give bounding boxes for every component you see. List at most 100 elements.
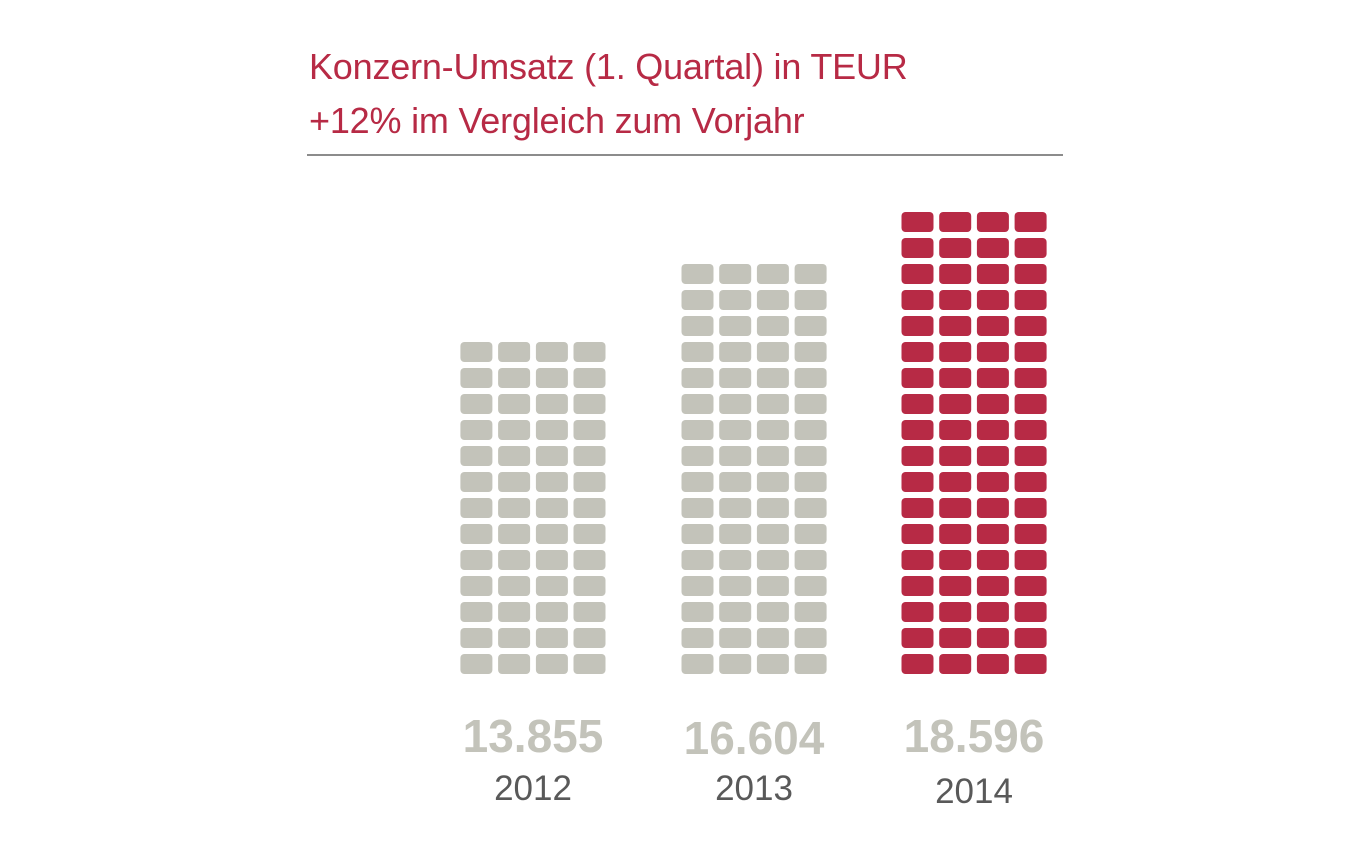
bar-brick xyxy=(939,628,972,648)
bar-brick xyxy=(1014,524,1047,544)
bar-brick xyxy=(535,394,568,414)
bar-2012 xyxy=(460,342,606,674)
bar-brick xyxy=(719,498,752,518)
bar-brick xyxy=(794,576,827,596)
bar-brick xyxy=(460,368,493,388)
bar-brick xyxy=(681,446,714,466)
bar-brick xyxy=(794,342,827,362)
bar-brick xyxy=(756,628,789,648)
bar-brick xyxy=(794,524,827,544)
bar-brick xyxy=(681,576,714,596)
bar-brick xyxy=(901,238,934,258)
bar-brick xyxy=(1014,654,1047,674)
bar-brick xyxy=(719,628,752,648)
bar-2013 xyxy=(681,264,827,674)
bar-brick xyxy=(976,238,1009,258)
bar-brick xyxy=(756,394,789,414)
bar-brick xyxy=(498,654,531,674)
bar-brick xyxy=(460,342,493,362)
bar-2014 xyxy=(901,212,1047,674)
bar-brick xyxy=(498,342,531,362)
bar-brick xyxy=(681,368,714,388)
subtitle-line: +12% im Vergleich zum Vorjahr xyxy=(309,100,805,141)
bar-brick xyxy=(681,472,714,492)
bar-brick xyxy=(901,368,934,388)
bar-brick xyxy=(535,446,568,466)
bar-brick xyxy=(901,290,934,310)
bar-brick xyxy=(976,576,1009,596)
bar-brick xyxy=(756,290,789,310)
bar-brick xyxy=(756,446,789,466)
bar-brick xyxy=(719,602,752,622)
bar-brick xyxy=(901,446,934,466)
bar-brick xyxy=(901,576,934,596)
bar-brick xyxy=(535,342,568,362)
bar-brick xyxy=(498,446,531,466)
bar-brick xyxy=(756,420,789,440)
bar-brick xyxy=(535,420,568,440)
bar-brick xyxy=(976,602,1009,622)
bar-brick xyxy=(681,316,714,336)
bar-brick xyxy=(794,654,827,674)
bar-brick xyxy=(1014,290,1047,310)
bar-brick xyxy=(976,550,1009,570)
bar-brick xyxy=(794,472,827,492)
bar-brick xyxy=(681,628,714,648)
bar-brick xyxy=(756,264,789,284)
bar-brick xyxy=(681,420,714,440)
bar-brick xyxy=(756,472,789,492)
bar-brick xyxy=(498,576,531,596)
bar-brick xyxy=(794,394,827,414)
bar-brick xyxy=(939,316,972,336)
bar-brick xyxy=(939,368,972,388)
bar-brick xyxy=(535,628,568,648)
bar-brick xyxy=(460,446,493,466)
bar-brick xyxy=(573,576,606,596)
value-label-2014: 18.596 xyxy=(904,710,1045,762)
bar-brick xyxy=(719,316,752,336)
bar-brick xyxy=(460,420,493,440)
bar-brick xyxy=(901,550,934,570)
bar-brick xyxy=(719,654,752,674)
bar-brick xyxy=(976,264,1009,284)
bar-brick xyxy=(939,394,972,414)
bar-brick xyxy=(573,498,606,518)
bar-brick xyxy=(1014,342,1047,362)
bar-brick xyxy=(976,472,1009,492)
bar-brick xyxy=(535,654,568,674)
bar-brick xyxy=(939,524,972,544)
bar-brick xyxy=(719,394,752,414)
bar-brick xyxy=(794,550,827,570)
bar-brick xyxy=(1014,212,1047,232)
bar-brick xyxy=(939,472,972,492)
bar-brick xyxy=(756,654,789,674)
bar-brick xyxy=(498,498,531,518)
bar-brick xyxy=(939,602,972,622)
bar-brick xyxy=(1014,238,1047,258)
bar-brick xyxy=(573,368,606,388)
bar-brick xyxy=(939,290,972,310)
bar-brick xyxy=(1014,550,1047,570)
bar-brick xyxy=(976,446,1009,466)
bar-brick xyxy=(794,420,827,440)
bar-brick xyxy=(573,628,606,648)
bar-brick xyxy=(939,550,972,570)
bar-brick xyxy=(681,524,714,544)
value-label-2012: 13.855 xyxy=(463,710,604,762)
bar-brick xyxy=(460,628,493,648)
bar-brick xyxy=(756,576,789,596)
bar-brick xyxy=(756,498,789,518)
bar-brick xyxy=(976,316,1009,336)
bar-brick xyxy=(939,212,972,232)
bar-brick xyxy=(681,654,714,674)
value-label-2013: 16.604 xyxy=(684,712,825,764)
bar-brick xyxy=(901,498,934,518)
bar-brick xyxy=(573,342,606,362)
title-line: Konzern-Umsatz (1. Quartal) in TEUR xyxy=(309,46,908,87)
bar-brick xyxy=(719,472,752,492)
bar-brick xyxy=(901,420,934,440)
bar-brick xyxy=(719,576,752,596)
bar-brick xyxy=(901,316,934,336)
bar-brick xyxy=(460,654,493,674)
